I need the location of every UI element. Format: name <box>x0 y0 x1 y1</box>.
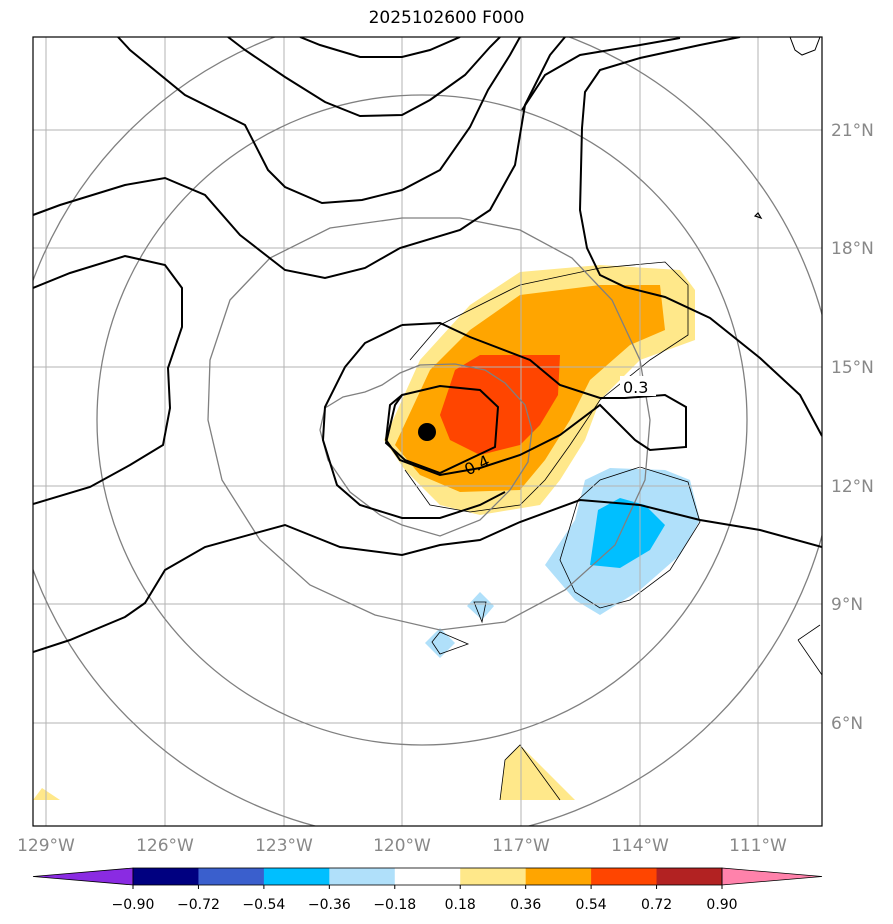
colorbar-tick-label: −0.18 <box>373 897 416 913</box>
colorbar-tick-label: −0.90 <box>112 897 155 913</box>
contour-6 <box>299 37 461 58</box>
plot-title: 2025102600 F000 <box>368 8 525 28</box>
colorbar-tick-label: −0.36 <box>308 897 351 913</box>
colorbar-labels: −0.90 −0.72 −0.54 −0.36 −0.18 0.18 0.36 0.54 0.7… <box>112 885 738 913</box>
colorbar-segment <box>329 868 396 885</box>
range-ring-2 <box>207 217 651 631</box>
colorbar-extension-high <box>721 867 823 886</box>
longitude-axis: 129°W 126°W 123°W 120°W 117°W 114°W 111°… <box>17 836 787 856</box>
colorbar-segment <box>263 868 330 885</box>
range-rings <box>33 37 822 826</box>
map-frame <box>32 36 823 827</box>
lat-label: 21°N <box>831 121 874 141</box>
colorbar-extension-low <box>32 867 134 886</box>
colorbar-frame <box>132 867 723 886</box>
colorbar-tick-label: 0.90 <box>706 897 737 913</box>
contour-03-loop <box>384 321 687 477</box>
lat-label: 15°N <box>831 358 874 378</box>
shaded-negative-field <box>425 468 700 658</box>
storm-center-marker <box>418 423 436 441</box>
contour-label-03: 0.3 <box>623 378 648 397</box>
shade-0.54-region <box>440 355 560 455</box>
lon-label: 120°W <box>373 836 431 856</box>
colorbar-segment <box>656 868 723 885</box>
colorbar-segment <box>591 868 658 885</box>
lon-label: 111°W <box>729 836 787 856</box>
shade-neg-small-1 <box>467 592 494 620</box>
contour-island <box>789 37 821 56</box>
black-contours <box>33 37 822 653</box>
colorbar-tick-label: −0.54 <box>242 897 285 913</box>
colorbar-tick-label: 0.72 <box>641 897 672 913</box>
colorbar-segment <box>198 868 265 885</box>
contour-3 <box>33 498 822 653</box>
colorbar-segment <box>525 868 592 885</box>
range-ring-1 <box>319 363 533 537</box>
lon-label: 126°W <box>136 836 194 856</box>
contour-5 <box>227 37 501 118</box>
lat-label: 6°N <box>831 714 863 734</box>
contour-label-bg <box>620 376 656 396</box>
map-area <box>33 37 822 826</box>
lat-label: 12°N <box>831 477 874 497</box>
colorbar-tick-label: 0.18 <box>445 897 476 913</box>
contour-8 <box>578 37 822 437</box>
shaded-positive-field <box>33 265 695 800</box>
colorbar-segment <box>460 868 527 885</box>
colorbar-tick-label: −0.72 <box>177 897 220 913</box>
contour-04-loop <box>384 384 500 475</box>
contour-7 <box>521 37 681 111</box>
lon-label: 123°W <box>255 836 313 856</box>
colorbar-segment <box>133 868 199 885</box>
contour-1 <box>33 37 566 280</box>
graticule <box>33 37 822 826</box>
lon-label: 117°W <box>492 836 550 856</box>
lat-label: 9°N <box>831 595 863 615</box>
colorbar-tick-label: 0.36 <box>510 897 541 913</box>
shading-edges <box>404 261 822 801</box>
lon-label: 114°W <box>611 836 669 856</box>
contour-outer-loop <box>321 324 506 519</box>
lon-label: 129°W <box>17 836 75 856</box>
shade-south-0.18-region <box>500 745 575 800</box>
colorbar <box>32 867 823 886</box>
lat-label: 18°N <box>831 239 874 259</box>
contour-small-dot <box>753 212 763 220</box>
colorbar-segment <box>394 868 461 885</box>
latitude-axis: 21°N 18°N 15°N 12°N 9°N 6°N <box>831 121 874 734</box>
contour-4 <box>117 37 521 205</box>
range-ring-3 <box>96 94 748 746</box>
colorbar-tick-label: 0.54 <box>576 897 607 913</box>
contour-2 <box>33 254 183 505</box>
